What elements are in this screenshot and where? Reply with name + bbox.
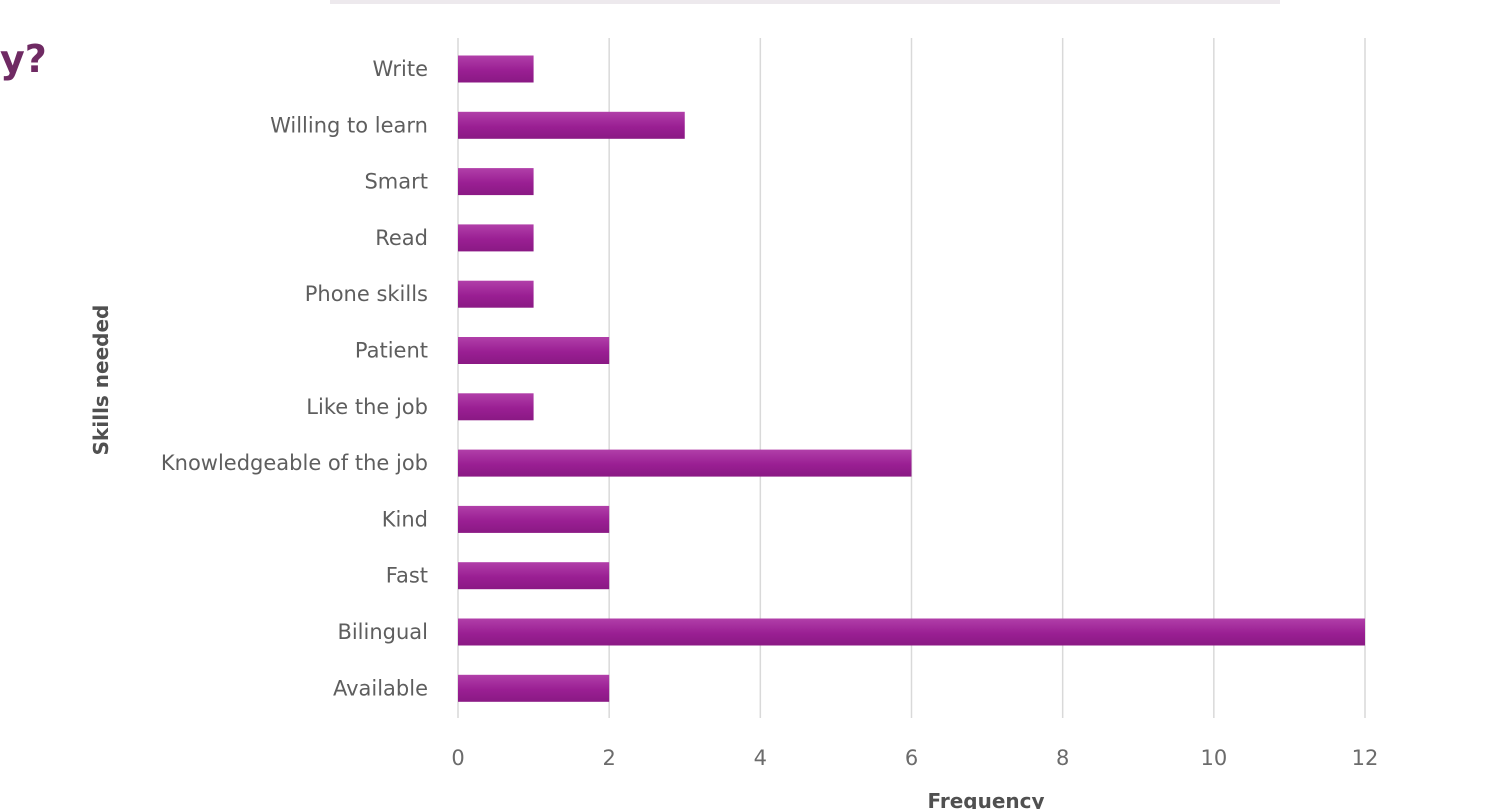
bar-like-the-job xyxy=(458,393,534,421)
slide-title-fragment: y? xyxy=(0,37,47,81)
x-tick-label: 0 xyxy=(451,746,464,770)
grid-lines xyxy=(457,38,1366,718)
bar-read xyxy=(458,224,534,252)
category-label: Smart xyxy=(364,170,428,194)
bar-available xyxy=(458,674,610,702)
category-labels: Write Willing to learn Smart Read Phone skil… xyxy=(161,57,428,700)
category-label: Bilingual xyxy=(337,620,428,644)
bar-fast xyxy=(458,562,610,590)
x-tick-label: 12 xyxy=(1352,746,1379,770)
category-label: Knowledgeable of the job xyxy=(161,451,428,475)
x-tick-label: 8 xyxy=(1056,746,1069,770)
x-axis-title: Frequency xyxy=(927,789,1044,809)
x-tick-labels: 0 2 4 6 8 10 12 xyxy=(451,746,1378,770)
x-tick-label: 6 xyxy=(905,746,918,770)
category-label: Patient xyxy=(355,339,428,363)
y-axis-title: Skills needed xyxy=(89,305,113,456)
bar-patient xyxy=(458,337,610,364)
bars xyxy=(458,55,1365,702)
category-label: Kind xyxy=(382,507,428,531)
bar-phone-skills xyxy=(458,280,534,308)
top-decorative-strip xyxy=(330,0,1280,4)
x-tick-label: 4 xyxy=(754,746,767,770)
category-label: Read xyxy=(375,226,428,250)
category-label: Write xyxy=(373,57,428,81)
bar-bilingual xyxy=(458,618,1365,646)
bar-smart xyxy=(458,168,534,196)
category-label: Phone skills xyxy=(305,282,428,306)
bar-willing-to-learn xyxy=(458,111,685,139)
x-tick-label: 10 xyxy=(1200,746,1227,770)
bar-kind xyxy=(458,505,610,533)
category-label: Willing to learn xyxy=(270,113,428,137)
bar-knowledgeable-of-the-job xyxy=(458,449,912,477)
category-label: Fast xyxy=(386,564,428,588)
category-label: Like the job xyxy=(306,395,428,419)
x-tick-label: 2 xyxy=(602,746,615,770)
category-label: Available xyxy=(333,676,428,700)
bar-write xyxy=(458,55,534,83)
